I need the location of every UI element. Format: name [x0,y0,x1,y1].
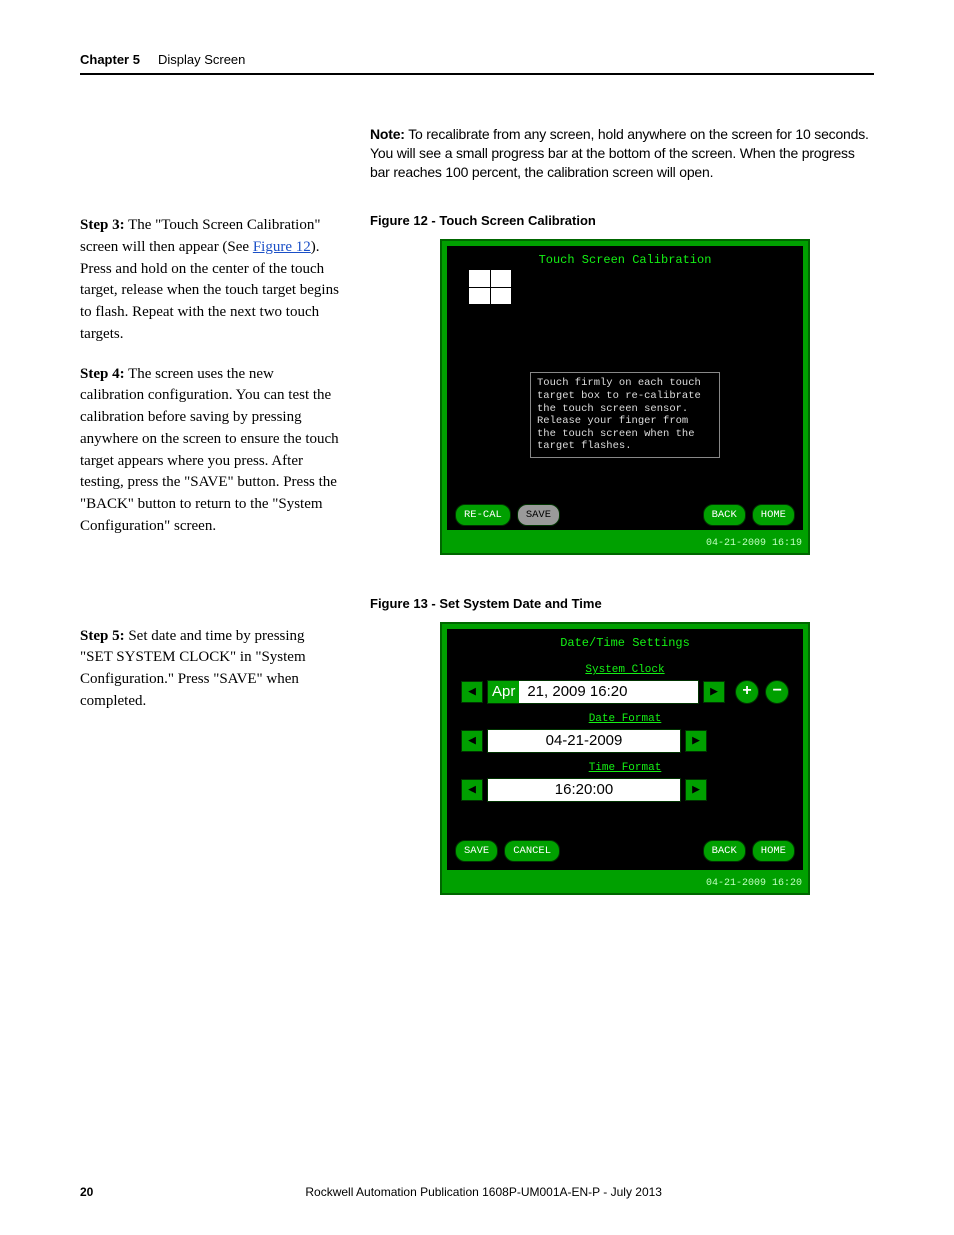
page-number: 20 [80,1185,93,1199]
figure12-caption: Figure 12 - Touch Screen Calibration [370,212,874,230]
clock-left-arrow[interactable]: ◀ [461,681,483,703]
date-format-label: Date Format [447,712,803,727]
date-right-arrow[interactable]: ▶ [685,730,707,752]
note-text: To recalibrate from any screen, hold any… [370,126,869,180]
fig13-title: Date/Time Settings [447,629,803,655]
dt-home-button[interactable]: HOME [752,840,795,862]
note-label: Note: [370,126,405,142]
page-header: Chapter 5 Display Screen [80,52,874,75]
step5-label: Step 5: [80,628,125,644]
save-button[interactable]: SAVE [517,504,560,526]
clock-rest: 21, 2009 16:20 [523,682,631,702]
fig12-instructions: Touch firmly on each touch target box to… [530,372,720,458]
recal-button[interactable]: RE-CAL [455,504,511,526]
time-left-arrow[interactable]: ◀ [461,779,483,801]
touch-target-icon [469,270,511,304]
date-left-arrow[interactable]: ◀ [461,730,483,752]
note-block: Note: To recalibrate from any screen, ho… [370,125,874,182]
home-button[interactable]: HOME [752,504,795,526]
step4-text: Step 4: The screen uses the new calibrat… [80,364,340,538]
plus-button[interactable]: + [735,680,759,704]
step4-label: Step 4: [80,366,125,382]
dt-save-button[interactable]: SAVE [455,840,498,862]
right-column: Note: To recalibrate from any screen, ho… [370,125,874,935]
figure13-screen: Date/Time Settings System Clock ◀ Apr 21… [440,622,810,894]
minus-button[interactable]: − [765,680,789,704]
clock-value[interactable]: Apr 21, 2009 16:20 [487,680,699,704]
time-format-label: Time Format [447,761,803,776]
figure12-screen: Touch Screen Calibration Touch firmly on… [440,239,810,554]
figure12-link[interactable]: Figure 12 [253,239,311,255]
left-column: Step 3: The "Touch Screen Calibration" s… [80,125,340,935]
back-button[interactable]: BACK [703,504,746,526]
clock-selected: Apr [488,681,519,703]
clock-label: System Clock [447,663,803,678]
publication-info: Rockwell Automation Publication 1608P-UM… [305,1185,662,1199]
page-footer: 20 Rockwell Automation Publication 1608P… [80,1185,874,1199]
step3-label: Step 3: [80,217,125,233]
time-right-arrow[interactable]: ▶ [685,779,707,801]
dt-cancel-button[interactable]: CANCEL [504,840,560,862]
clock-right-arrow[interactable]: ▶ [703,681,725,703]
fig12-status: 04-21-2009 16:19 [442,535,808,553]
time-value[interactable]: 16:20:00 [487,778,681,802]
step3-text: Step 3: The "Touch Screen Calibration" s… [80,215,340,346]
step5-text: Step 5: Set date and time by pressing "S… [80,626,340,713]
date-value[interactable]: 04-21-2009 [487,729,681,753]
chapter-label: Chapter 5 [80,52,140,67]
fig13-status: 04-21-2009 16:20 [442,875,808,893]
section-label: Display Screen [158,52,245,67]
figure13-caption: Figure 13 - Set System Date and Time [370,595,874,613]
fig12-title: Touch Screen Calibration [447,246,803,272]
dt-back-button[interactable]: BACK [703,840,746,862]
